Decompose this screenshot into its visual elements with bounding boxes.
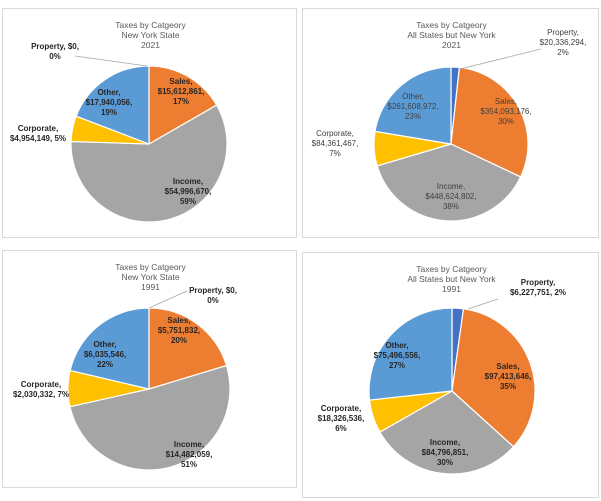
data-label-corporate: Corporate, $4,954,149, 5% [10, 124, 66, 143]
data-label-corporate: Corporate, $84,361,467, 7% [312, 129, 359, 158]
pie-slice-sales [451, 308, 536, 448]
pie-slice-other [69, 307, 150, 390]
chart-title-line: New York State [121, 272, 179, 282]
chart-title-line: All States but New York [407, 30, 496, 40]
data-label-income: Income, $14,482,059, 51% [166, 440, 213, 469]
chart-title-line: All States but New York [407, 274, 496, 284]
chart-card-ny-2021: Taxes by Catgeory New York State 2021 Prope… [2, 8, 297, 238]
chart-card-others-1991: Taxes by Catgeory All States but New York… [302, 252, 599, 498]
chart-title-line: Taxes by Catgeory [416, 264, 487, 274]
data-label-sales: Sales, $15,612,861, 17% [158, 77, 205, 106]
leader-line [467, 298, 499, 310]
pie-slice-income [376, 143, 522, 222]
pie-slice-sales [148, 307, 228, 390]
pie-slice-other [374, 66, 452, 145]
pie-slice-income [70, 104, 228, 223]
data-label-other: Other, $17,940,056, 19% [86, 88, 133, 117]
pie-slice-sales [148, 65, 218, 146]
data-label-property: Property, $20,336,294, 2% [540, 28, 587, 57]
data-label-income: Income, $448,624,802, 38% [425, 182, 476, 211]
leader-line [74, 55, 148, 67]
data-label-corporate: Corporate, $2,030,332, 7% [13, 380, 69, 399]
data-label-sales: Sales, $354,093,176, 30% [480, 97, 531, 126]
data-label-property: Property, $0, 0% [189, 286, 237, 305]
data-label-income: Income, $84,796,851, 30% [422, 438, 469, 467]
data-label-property: Property, $6,227,751, 2% [510, 278, 566, 297]
pie-slice-income [379, 390, 515, 475]
data-label-other: Other, $6,035,546, 22% [84, 340, 126, 369]
leader-line [459, 48, 542, 70]
data-label-property: Property, $0, 0% [31, 42, 79, 61]
chart-card-others-2021: Taxes by Catgeory All States but New York… [302, 8, 599, 238]
pie-slice-other [368, 307, 453, 401]
chart-title-line: Taxes by Catgeory [115, 262, 186, 272]
chart-title-line: 2021 [442, 40, 461, 50]
data-label-sales: Sales, $97,413,646, 35% [485, 362, 532, 391]
leader-line [148, 290, 188, 309]
pie-slice-other [75, 65, 150, 145]
chart-title-line: 1991 [141, 282, 160, 292]
pie-slice-sales [450, 66, 529, 178]
pie-slice-income [69, 364, 231, 471]
data-label-other: Other, $261,608,972, 23% [387, 92, 438, 121]
chart-title-line: Taxes by Catgeory [115, 20, 186, 30]
data-label-sales: Sales, $5,751,832, 20% [158, 316, 200, 345]
chart-title-line: 2021 [141, 40, 160, 50]
data-label-corporate: Corporate, $18,326,536, 6% [318, 404, 365, 433]
data-label-other: Other, $75,496,556, 27% [374, 341, 421, 370]
data-label-income: Income, $54,996,670, 59% [165, 177, 212, 206]
chart-title-line: New York State [121, 30, 179, 40]
chart-title-line: 1991 [442, 284, 461, 294]
chart-title-line: Taxes by Catgeory [416, 20, 487, 30]
chart-card-ny-1991: Taxes by Catgeory New York State 1991 Prope… [2, 250, 297, 488]
